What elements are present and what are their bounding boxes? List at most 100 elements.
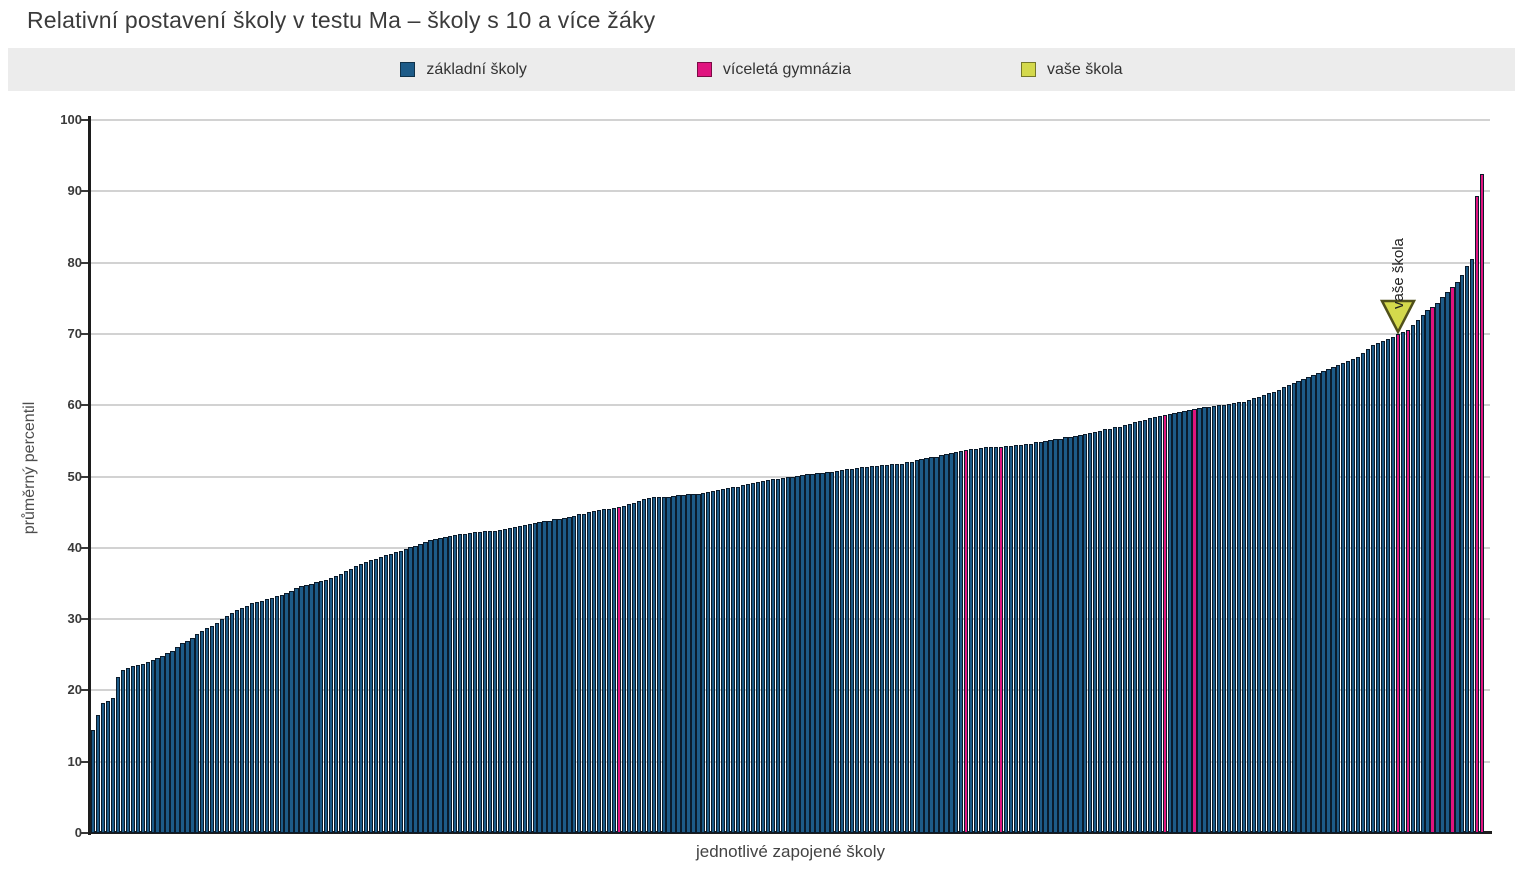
bar-zakladni-skola [1236,402,1242,833]
bar-zakladni-skola [1425,309,1430,833]
bar-zakladni-skola [150,659,155,833]
y-tick-mark [80,689,88,692]
y-tick-label: 30 [67,611,82,627]
bar-zakladni-skola [244,605,250,833]
bar-zakladni-skola [170,650,175,833]
legend-item-viceleta-gymnazia: víceletá gymnázia [696,61,851,79]
bar-zakladni-skola [631,502,637,833]
bar-zakladni-skola [601,509,607,833]
bar-zakladni-skola [259,600,264,833]
bar-zakladni-skola [919,459,924,833]
bar-zakladni-skola [770,479,775,833]
bar-zakladni-skola [656,497,661,833]
bar-zakladni-skola [949,453,954,833]
bar-zakladni-skola [319,580,324,833]
bar-zakladni-skola [1088,433,1093,833]
bar-zakladni-skola [1093,431,1098,833]
bar-zakladni-skola [1202,407,1207,833]
bar-zakladni-skola [537,522,542,833]
bar-zakladni-skola [195,634,200,833]
bar-zakladni-skola [954,452,959,833]
bar-zakladni-skola [1390,336,1396,833]
bar-zakladni-skola [1341,363,1346,833]
bar-zakladni-skola [641,499,646,833]
bar-zakladni-skola [810,473,815,833]
y-tick-label: 40 [67,539,82,555]
bar-zakladni-skola [969,449,974,833]
bar-zakladni-skola [1018,445,1023,833]
bar-zakladni-skola [1137,420,1143,833]
bar-zakladni-skola [597,510,602,833]
bar-zakladni-skola [239,607,245,833]
x-axis-line [88,831,1492,834]
bar-zakladni-skola [1246,400,1252,833]
x-axis-title: jednotlivé zapojené školy [695,842,885,861]
bar-zakladni-skola [959,450,964,833]
bar-zakladni-skola [433,538,438,833]
bar-zakladni-skola [1326,368,1331,833]
bar-zakladni-skola [165,653,170,833]
bar-zakladni-skola [1370,345,1376,833]
legend-label-zakladni-skoly: základní školy [426,60,527,78]
bar-zakladni-skola [368,559,374,833]
bar-vicelete-gymnazium [616,507,622,833]
bar-zakladni-skola [721,489,726,833]
bar-zakladni-skola [1212,405,1217,833]
bar-zakladni-skola [1058,438,1063,833]
bar-zakladni-skola [790,476,795,833]
bar-zakladni-skola [1241,401,1247,833]
bar-zakladni-skola [750,482,756,833]
bar-zakladni-skola [383,554,388,833]
viceleta-gymnazia-swatch-icon [696,62,712,77]
bar-zakladni-skola [1281,387,1286,833]
bar-vicelete-gymnazium [998,446,1004,833]
bar-zakladni-skola [348,568,354,833]
bar-zakladni-skola [676,495,681,833]
bar-zakladni-skola [800,475,805,833]
bar-zakladni-skola [825,472,830,833]
bar-zakladni-skola [492,530,498,833]
legend-item-zakladni-skoly: základní školy [400,61,527,79]
bar-zakladni-skola [334,575,339,833]
bar-zakladni-skola [1465,265,1470,833]
bar-zakladni-skola [1435,302,1440,833]
bar-zakladni-skola [666,496,671,833]
bar-zakladni-skola [1103,429,1108,833]
bar-zakladni-skola [850,468,855,833]
bar-zakladni-skola [730,487,736,833]
y-tick-mark [80,332,88,335]
bar-zakladni-skola [1400,331,1405,833]
bar-zakladni-skola [309,583,314,833]
your-school-marker-icon [1380,299,1417,334]
bar-zakladni-skola [1033,442,1038,833]
bar-zakladni-skola [830,471,835,833]
y-tick-mark [80,760,88,763]
bar-zakladni-skola [1013,445,1019,833]
y-axis-line [88,116,91,835]
bar-zakladni-skola [894,463,899,833]
bar-zakladni-skola [542,521,547,833]
bar-zakladni-skola [1360,353,1366,833]
bar-zakladni-skola [274,596,279,833]
bar-zakladni-skola [1023,444,1028,833]
bar-zakladni-skola [606,508,612,833]
bar-zakladni-skola [185,640,190,833]
bar-zakladni-skola [978,448,984,833]
vase-skola-swatch-icon [1020,62,1036,77]
bar-zakladni-skola [125,667,131,833]
zakladni-skoly-swatch-icon [400,62,416,77]
bar-zakladni-skola [636,500,641,833]
bar-zakladni-skola [1098,430,1103,833]
bar-vicelete-gymnazium [1450,286,1455,833]
bar-zakladni-skola [577,514,582,833]
bar-vicelete-gymnazium [1430,306,1435,833]
bar-zakladni-skola [358,564,364,833]
bar-zakladni-skola [646,497,651,833]
bar-zakladni-skola [1003,445,1009,833]
bar-zakladni-skola [1365,348,1371,833]
bar-vicelete-gymnazium [1480,173,1485,833]
bar-zakladni-skola [1127,423,1133,833]
gridline [91,119,1490,121]
bar-zakladni-skola [760,480,766,833]
bar-zakladni-skola [205,628,210,833]
